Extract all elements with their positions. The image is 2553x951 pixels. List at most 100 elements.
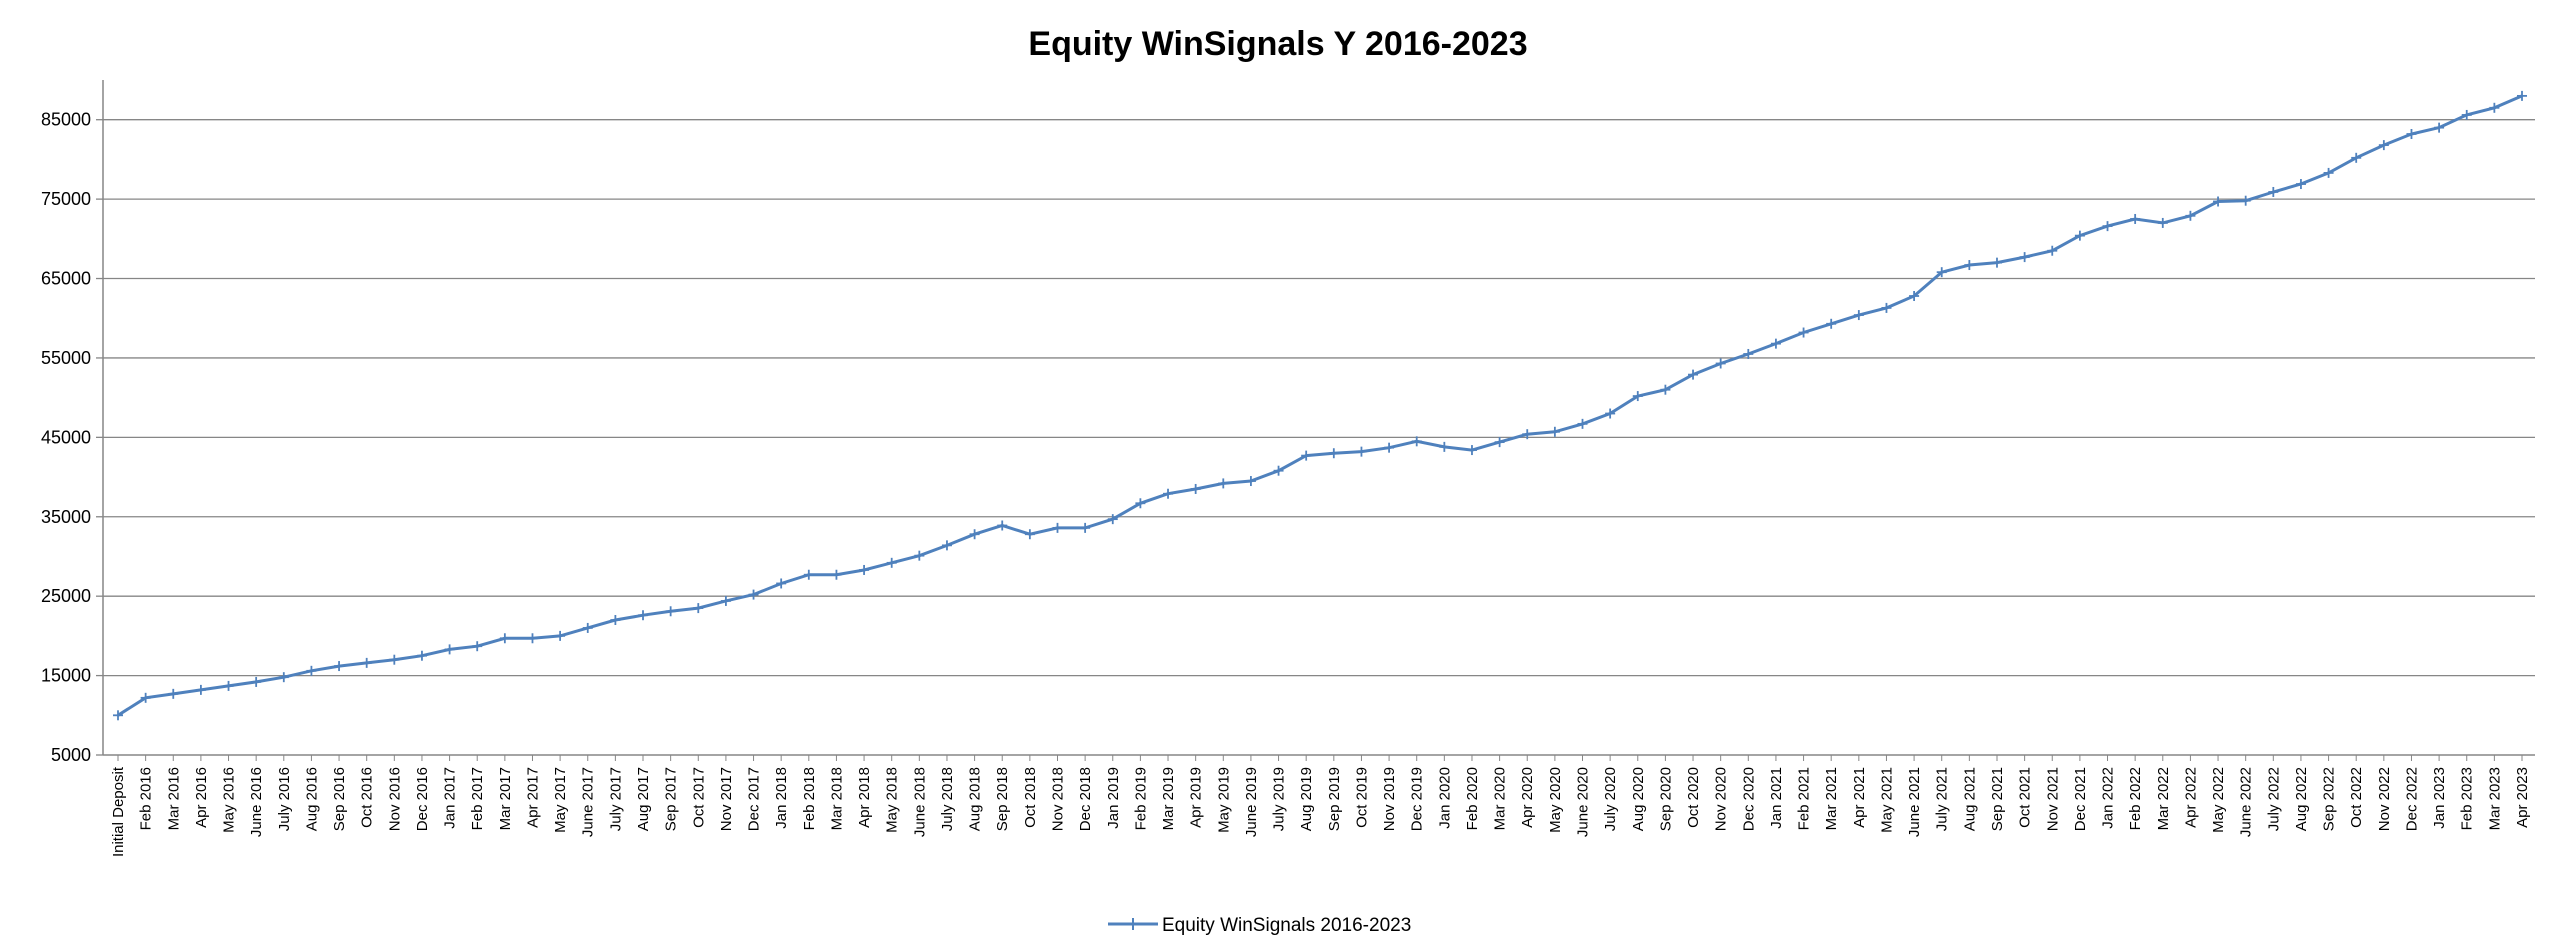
y-tick-label: 15000 xyxy=(41,666,91,686)
y-tick-label: 45000 xyxy=(41,427,91,447)
x-tick-label: Apr 2016 xyxy=(193,767,210,828)
x-tick-label: Apr 2019 xyxy=(1188,767,1205,828)
y-tick-label: 85000 xyxy=(41,110,91,130)
x-tick-label: Feb 2023 xyxy=(2459,767,2476,830)
x-tick-label: July 2018 xyxy=(939,767,956,831)
x-tick-label: Mar 2017 xyxy=(497,767,514,830)
x-tick-label: Sep 2016 xyxy=(331,767,348,831)
y-tick-labels: 5000 15000 25000 35000 45000 55000 65000 75000 8… xyxy=(41,110,103,765)
x-tick-label: Oct 2017 xyxy=(690,767,707,828)
x-tick-label: Dec 2017 xyxy=(746,767,763,831)
x-tick-label: Oct 2022 xyxy=(2348,767,2365,828)
x-tick-label: Jan 2017 xyxy=(442,767,459,829)
x-tick-label: Dec 2016 xyxy=(414,767,431,831)
x-tick-label: May 2019 xyxy=(1215,767,1232,833)
x-tick-label: Apr 2021 xyxy=(1851,767,1868,828)
x-tick-label: Apr 2020 xyxy=(1519,767,1536,828)
x-tick-label: Nov 2022 xyxy=(2376,767,2393,831)
x-tick-label: June 2022 xyxy=(2238,767,2255,837)
x-tick-label: July 2020 xyxy=(1602,767,1619,831)
x-tick-label: Nov 2020 xyxy=(1713,767,1730,831)
x-tick-label: Nov 2019 xyxy=(1381,767,1398,831)
x-tick-label: Apr 2022 xyxy=(2182,767,2199,828)
x-tick-label: Feb 2018 xyxy=(801,767,818,830)
x-tick-label: Aug 2016 xyxy=(303,767,320,831)
x-tick-label: Apr 2017 xyxy=(524,767,541,828)
x-tick-label: May 2018 xyxy=(884,767,901,833)
x-tick-label: Dec 2019 xyxy=(1409,767,1426,831)
x-tick-label: Mar 2023 xyxy=(2486,767,2503,830)
x-tick-label: Jan 2021 xyxy=(1768,767,1785,829)
x-tick-label: June 2017 xyxy=(580,767,597,837)
x-tick-label: Sep 2018 xyxy=(994,767,1011,831)
series-line xyxy=(117,94,2523,717)
x-tick-label: Nov 2017 xyxy=(718,767,735,831)
x-tick-label: Apr 2023 xyxy=(2514,767,2531,828)
x-tick-label: Jan 2023 xyxy=(2431,767,2448,829)
x-tick-label: Mar 2020 xyxy=(1492,767,1509,830)
x-tick-label: Dec 2018 xyxy=(1077,767,1094,831)
x-tick-label: Mar 2016 xyxy=(165,767,182,830)
x-tick-label: July 2016 xyxy=(276,767,293,831)
x-tick-label: Oct 2018 xyxy=(1022,767,1039,828)
x-tick-label: Nov 2021 xyxy=(2044,767,2061,831)
x-tick-label: Feb 2016 xyxy=(138,767,155,830)
x-tick-label: Jan 2020 xyxy=(1436,767,1453,829)
x-tick-label: Jan 2022 xyxy=(2100,767,2117,829)
x-tick-label: May 2016 xyxy=(221,767,238,833)
series-markers xyxy=(113,90,2527,721)
x-tick-label: Aug 2017 xyxy=(635,767,652,831)
x-tick-label: June 2018 xyxy=(911,767,928,837)
x-tick-label: Mar 2021 xyxy=(1823,767,1840,830)
x-tick-labels: Initial Deposit Feb 2016 Mar 2016 Apr 2016 M… xyxy=(110,755,2531,857)
x-tick-label: Feb 2020 xyxy=(1464,767,1481,830)
x-tick-label: June 2019 xyxy=(1243,767,1260,837)
x-tick-label: Feb 2022 xyxy=(2127,767,2144,830)
y-tick-label: 65000 xyxy=(41,269,91,289)
x-tick-label: Nov 2018 xyxy=(1049,767,1066,831)
x-tick-label: June 2020 xyxy=(1575,767,1592,837)
x-tick-label: May 2020 xyxy=(1547,767,1564,833)
x-tick-label: Mar 2019 xyxy=(1160,767,1177,830)
x-tick-label: Aug 2018 xyxy=(967,767,984,831)
x-tick-label: Feb 2021 xyxy=(1796,767,1813,830)
x-tick-label: Jan 2018 xyxy=(773,767,790,829)
legend-label: Equity WinSignals 2016-2023 xyxy=(1162,915,1411,936)
x-tick-label: Oct 2021 xyxy=(2017,767,2034,828)
y-tick-label: 25000 xyxy=(41,586,91,606)
x-tick-label: Nov 2016 xyxy=(386,767,403,831)
x-tick-label: May 2021 xyxy=(1878,767,1895,833)
chart-title: Equity WinSignals Y 2016-2023 xyxy=(1028,25,1527,63)
x-tick-label: Aug 2021 xyxy=(1961,767,1978,831)
y-tick-label: 5000 xyxy=(51,745,91,765)
x-tick-label: July 2017 xyxy=(607,767,624,831)
x-tick-label: Sep 2020 xyxy=(1657,767,1674,831)
x-tick-label: Sep 2021 xyxy=(1989,767,2006,831)
x-tick-label: May 2022 xyxy=(2210,767,2227,833)
x-tick-label: Feb 2017 xyxy=(469,767,486,830)
x-tick-label: Sep 2017 xyxy=(663,767,680,831)
x-tick-label: June 2021 xyxy=(1906,767,1923,837)
x-tick-label: Dec 2022 xyxy=(2403,767,2420,831)
x-tick-label: Jan 2019 xyxy=(1105,767,1122,829)
x-tick-label: Dec 2020 xyxy=(1740,767,1757,831)
x-tick-label: Oct 2016 xyxy=(359,767,376,828)
x-tick-label: Feb 2019 xyxy=(1132,767,1149,830)
x-tick-label: July 2022 xyxy=(2265,767,2282,831)
x-tick-label: Sep 2019 xyxy=(1326,767,1343,831)
gridlines xyxy=(103,119,2535,677)
x-tick-label: Mar 2022 xyxy=(2155,767,2172,830)
x-tick-label: June 2016 xyxy=(248,767,265,837)
y-tick-label: 35000 xyxy=(41,507,91,527)
x-tick-label: May 2017 xyxy=(552,767,569,833)
x-tick-label: Apr 2018 xyxy=(856,767,873,828)
x-tick-label: Aug 2019 xyxy=(1298,767,1315,831)
x-tick-label: Initial Deposit xyxy=(110,766,127,857)
y-tick-label: 55000 xyxy=(41,348,91,368)
x-tick-label: Aug 2020 xyxy=(1630,767,1647,831)
x-tick-label: Sep 2022 xyxy=(2321,767,2338,831)
x-tick-label: Mar 2018 xyxy=(828,767,845,830)
legend: Equity WinSignals 2016-2023 xyxy=(1108,915,1411,936)
x-tick-label: Oct 2020 xyxy=(1685,767,1702,828)
